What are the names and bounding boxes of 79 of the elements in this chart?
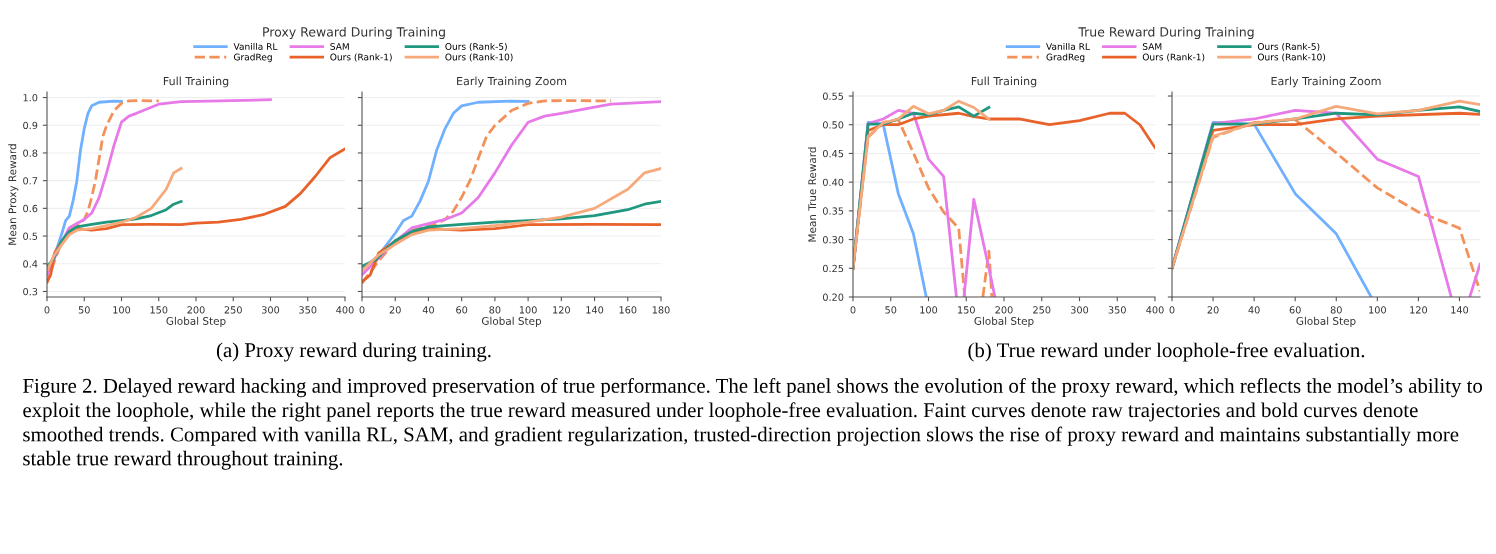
legend-label: Ours (Rank-5) — [445, 42, 507, 51]
x-tick-label: 50 — [885, 306, 897, 314]
y-tick-label: 0.55 — [822, 92, 844, 100]
caption: Figure 2. Delayed reward hacking and improved preservation of true performance. The left panel shows the evolution of the proxy reward, which reflects the model’s ability to exploit the loophole, while the right panel reports the true reward measured under loophole-free evaluation. Faint curves denote raw trajectories and bold curves denote smoothed trends. Compared with vanilla RL, SAM, and gradient regularization, trusted-direction projection slows the rise of proxy reward and maintains substantially more stable true reward throughout training. — [23, 378, 1483, 470]
legend-label: GradReg — [1046, 53, 1085, 63]
x-tick-label: 100 — [1369, 306, 1386, 314]
y-tick-label: 0.50 — [822, 121, 844, 129]
chart-subtitle: Early Training Zoom — [457, 76, 567, 88]
x-tick-label: 0 — [850, 306, 856, 314]
y-tick-label: 0.40 — [822, 178, 844, 186]
legend-label: Ours (Rank-1) — [1142, 53, 1205, 62]
x-tick-label: 20 — [1207, 306, 1219, 314]
x-tick-label: 350 — [1108, 306, 1126, 314]
x-tick-label: 300 — [1070, 306, 1089, 314]
x-tick-label: 140 — [1451, 306, 1469, 314]
x-tick-label: 160 — [619, 306, 637, 314]
legend-label: Ours (Rank-10) — [445, 53, 513, 62]
y-axis-title: Mean Proxy Reward — [8, 144, 19, 245]
x-tick-label: 140 — [586, 306, 604, 314]
x-tick-label: 20 — [389, 306, 401, 314]
legend-label: Vanilla RL — [233, 42, 278, 50]
x-tick-label: 120 — [1410, 306, 1428, 314]
x-axis-title: Global Step — [166, 316, 226, 327]
y-tick-label: 0.6 — [23, 204, 38, 213]
x-tick-label: 400 — [336, 306, 354, 314]
legend-label: Ours (Rank-1) — [330, 53, 392, 62]
x-tick-label: 300 — [261, 306, 280, 314]
text: (b) True reward under loophole-free evaluation. — [968, 342, 1365, 362]
x-axis-title: Global Step — [1296, 316, 1356, 327]
legend-label: SAM — [330, 43, 349, 50]
x-tick-label: 150 — [958, 306, 975, 314]
x-tick-label: 40 — [422, 306, 434, 314]
legend-label: Ours (Rank-5) — [1257, 42, 1320, 51]
y-tick-label: 0.7 — [23, 177, 38, 185]
y-tick-label: 0.3 — [23, 287, 38, 296]
x-tick-label: 180 — [652, 306, 670, 314]
chart-title: True Reward During Training — [1078, 26, 1254, 40]
x-axis-title: Global Step — [481, 316, 542, 327]
legend-label: SAM — [1142, 43, 1162, 50]
x-tick-label: 400 — [1146, 306, 1164, 314]
x-tick-label: 250 — [224, 306, 242, 314]
x-tick-label: 80 — [489, 306, 501, 314]
x-tick-label: 100 — [519, 306, 537, 314]
x-tick-label: 60 — [1289, 306, 1301, 314]
x-tick-label: 60 — [456, 306, 468, 314]
y-tick-label: 1.0 — [23, 94, 38, 102]
x-tick-label: 80 — [1330, 306, 1342, 314]
x-tick-label: 0 — [359, 306, 365, 314]
x-tick-label: 350 — [299, 306, 317, 314]
y-tick-label: 0.4 — [23, 260, 38, 268]
y-tick-label: 0.30 — [822, 236, 844, 244]
x-tick-label: 200 — [995, 306, 1013, 314]
x-tick-label: 200 — [187, 306, 205, 314]
y-tick-label: 0.9 — [23, 121, 38, 130]
x-tick-label: 0 — [44, 306, 50, 314]
x-tick-label: 100 — [113, 306, 131, 314]
x-tick-label: 0 — [1169, 306, 1175, 314]
y-tick-label: 0.8 — [23, 149, 38, 157]
x-tick-label: 150 — [150, 306, 168, 314]
x-tick-label: 50 — [78, 306, 90, 314]
chart-subtitle: Full Training — [163, 76, 229, 88]
chart-subtitle: Full Training — [971, 76, 1037, 88]
legend-label: Vanilla RL — [1046, 42, 1090, 50]
y-tick-label: 0.25 — [822, 264, 844, 273]
legend-label: GradReg — [234, 53, 272, 63]
x-tick-label: 250 — [1033, 306, 1051, 314]
chart-subtitle: Early Training Zoom — [1271, 76, 1381, 88]
y-tick-label: 0.35 — [822, 207, 844, 215]
x-tick-label: 40 — [1248, 306, 1260, 314]
y-tick-label: 0.20 — [822, 293, 844, 301]
x-tick-label: 120 — [553, 306, 570, 314]
y-axis-title: Mean True Reward — [808, 147, 817, 242]
y-tick-label: 0.45 — [822, 149, 844, 158]
x-tick-label: 100 — [920, 306, 938, 314]
y-tick-label: 0.5 — [23, 232, 38, 240]
chart-title: Proxy Reward During Training — [263, 26, 445, 40]
text: (a) Proxy reward during training. — [216, 342, 491, 362]
legend-label: Ours (Rank-10) — [1257, 53, 1326, 62]
x-axis-title: Global Step — [974, 316, 1034, 327]
